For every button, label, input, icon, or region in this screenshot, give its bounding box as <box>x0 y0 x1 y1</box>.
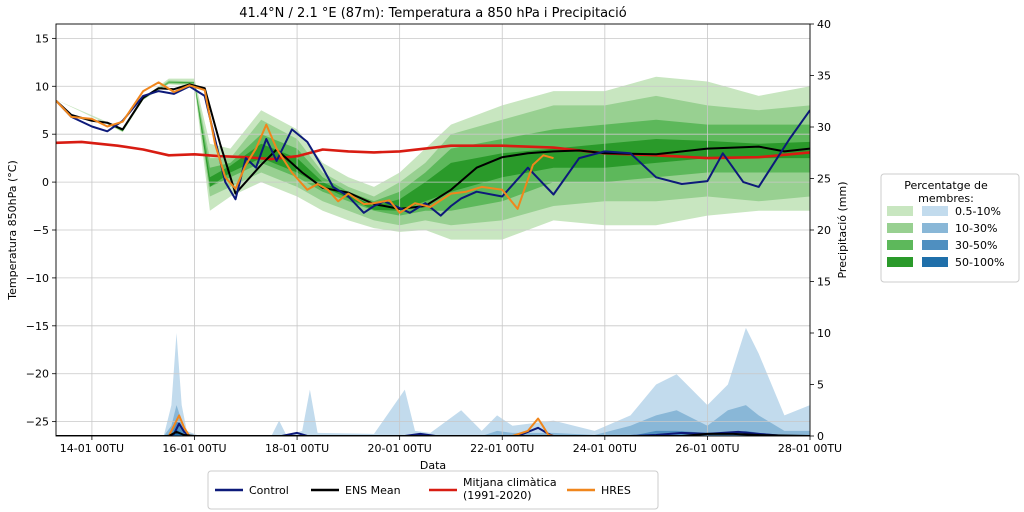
y-right-tick-label: 30 <box>817 121 831 134</box>
legend-percent-title: Percentatge de <box>904 179 988 192</box>
series-line-control <box>56 85 810 217</box>
legend-swatch-precip <box>922 206 948 216</box>
y-right-tick-label: 5 <box>817 379 824 392</box>
y-right-tick-label: 10 <box>817 327 831 340</box>
legend-swatch-precip <box>922 240 948 250</box>
legend-line-label: Mitjana climàtica <box>463 476 557 489</box>
y-left-tick-label: −25 <box>26 416 49 429</box>
y-axis-label-left: Temperatura 850hPa (°C) <box>6 160 19 301</box>
series-lines <box>56 81 810 436</box>
y-left-tick-label: 10 <box>35 80 49 93</box>
series-line-hres <box>56 81 554 214</box>
legend-swatch-precip <box>922 257 948 267</box>
y-left-tick-label: −15 <box>26 320 49 333</box>
y-right-tick-label: 15 <box>817 276 831 289</box>
x-tick-label: 28-01 00TU <box>778 442 842 455</box>
legend-swatch-temp <box>887 223 913 233</box>
y-right-tick-label: 35 <box>817 70 831 83</box>
y-right-tick-label: 20 <box>817 224 831 237</box>
legend-percent-title: membres: <box>918 192 974 205</box>
x-tick-label: 26-01 00TU <box>675 442 739 455</box>
x-tick-label: 20-01 00TU <box>368 442 432 455</box>
x-axis-label: Data <box>420 459 446 472</box>
temp-band-10-30% <box>56 80 810 226</box>
legend-line-label: (1991-2020) <box>463 489 532 502</box>
y-left-tick-label: −10 <box>26 272 49 285</box>
y-left-tick-label: 5 <box>42 128 49 141</box>
axes: 15 10 5 0 −5 −10 −15 −20 −25 40 35 30 25 20 15 10 5 0 14-0… <box>26 18 842 455</box>
legend-swatch-temp <box>887 257 913 267</box>
legend-swatch-temp <box>887 240 913 250</box>
legend-percent-label: 30-50% <box>955 239 997 252</box>
y-left-tick-label: −5 <box>33 224 49 237</box>
precip-band-0.5-10% <box>56 327 810 436</box>
precip-band-10-30% <box>56 405 810 436</box>
y-left-tick-label: 15 <box>35 32 49 45</box>
ensemble-bands <box>56 76 810 436</box>
legend-percent-label: 0.5-10% <box>955 205 1001 218</box>
x-tick-label: 18-01 00TU <box>265 442 329 455</box>
y-axis-label-right: Precipitació (mm) <box>836 181 849 278</box>
x-tick-label: 24-01 00TU <box>573 442 637 455</box>
y-right-tick-label: 25 <box>817 173 831 186</box>
legend-line-label: ENS Mean <box>345 484 401 497</box>
legend-percent-box <box>880 173 1020 283</box>
legend-line-label: HRES <box>601 484 631 497</box>
chart-title: 41.4°N / 2.1 °E (87m): Temperatura a 850… <box>239 6 627 21</box>
x-tick-label: 16-01 00TU <box>162 442 226 455</box>
legend-swatch-temp <box>887 206 913 216</box>
y-left-tick-label: 0 <box>42 176 49 189</box>
series-line-ens-mean-precip <box>56 430 810 436</box>
temp-band-50-100% <box>56 82 810 211</box>
y-right-tick-label: 0 <box>817 430 824 443</box>
legend-percent-label: 10-30% <box>955 222 997 235</box>
legend-swatch-precip <box>922 223 948 233</box>
y-right-tick-label: 40 <box>817 18 831 31</box>
legend-series: Control ENS Mean Mitjana climàtica(1991-20… <box>207 470 659 510</box>
x-tick-label: 22-01 00TU <box>470 442 534 455</box>
legend-percent-label: 50-100% <box>955 256 1004 269</box>
series-line-hres-precip <box>56 414 554 436</box>
legend-line-label: Control <box>249 484 289 497</box>
x-tick-label: 14-01 00TU <box>60 442 124 455</box>
y-left-tick-label: −20 <box>26 368 49 381</box>
